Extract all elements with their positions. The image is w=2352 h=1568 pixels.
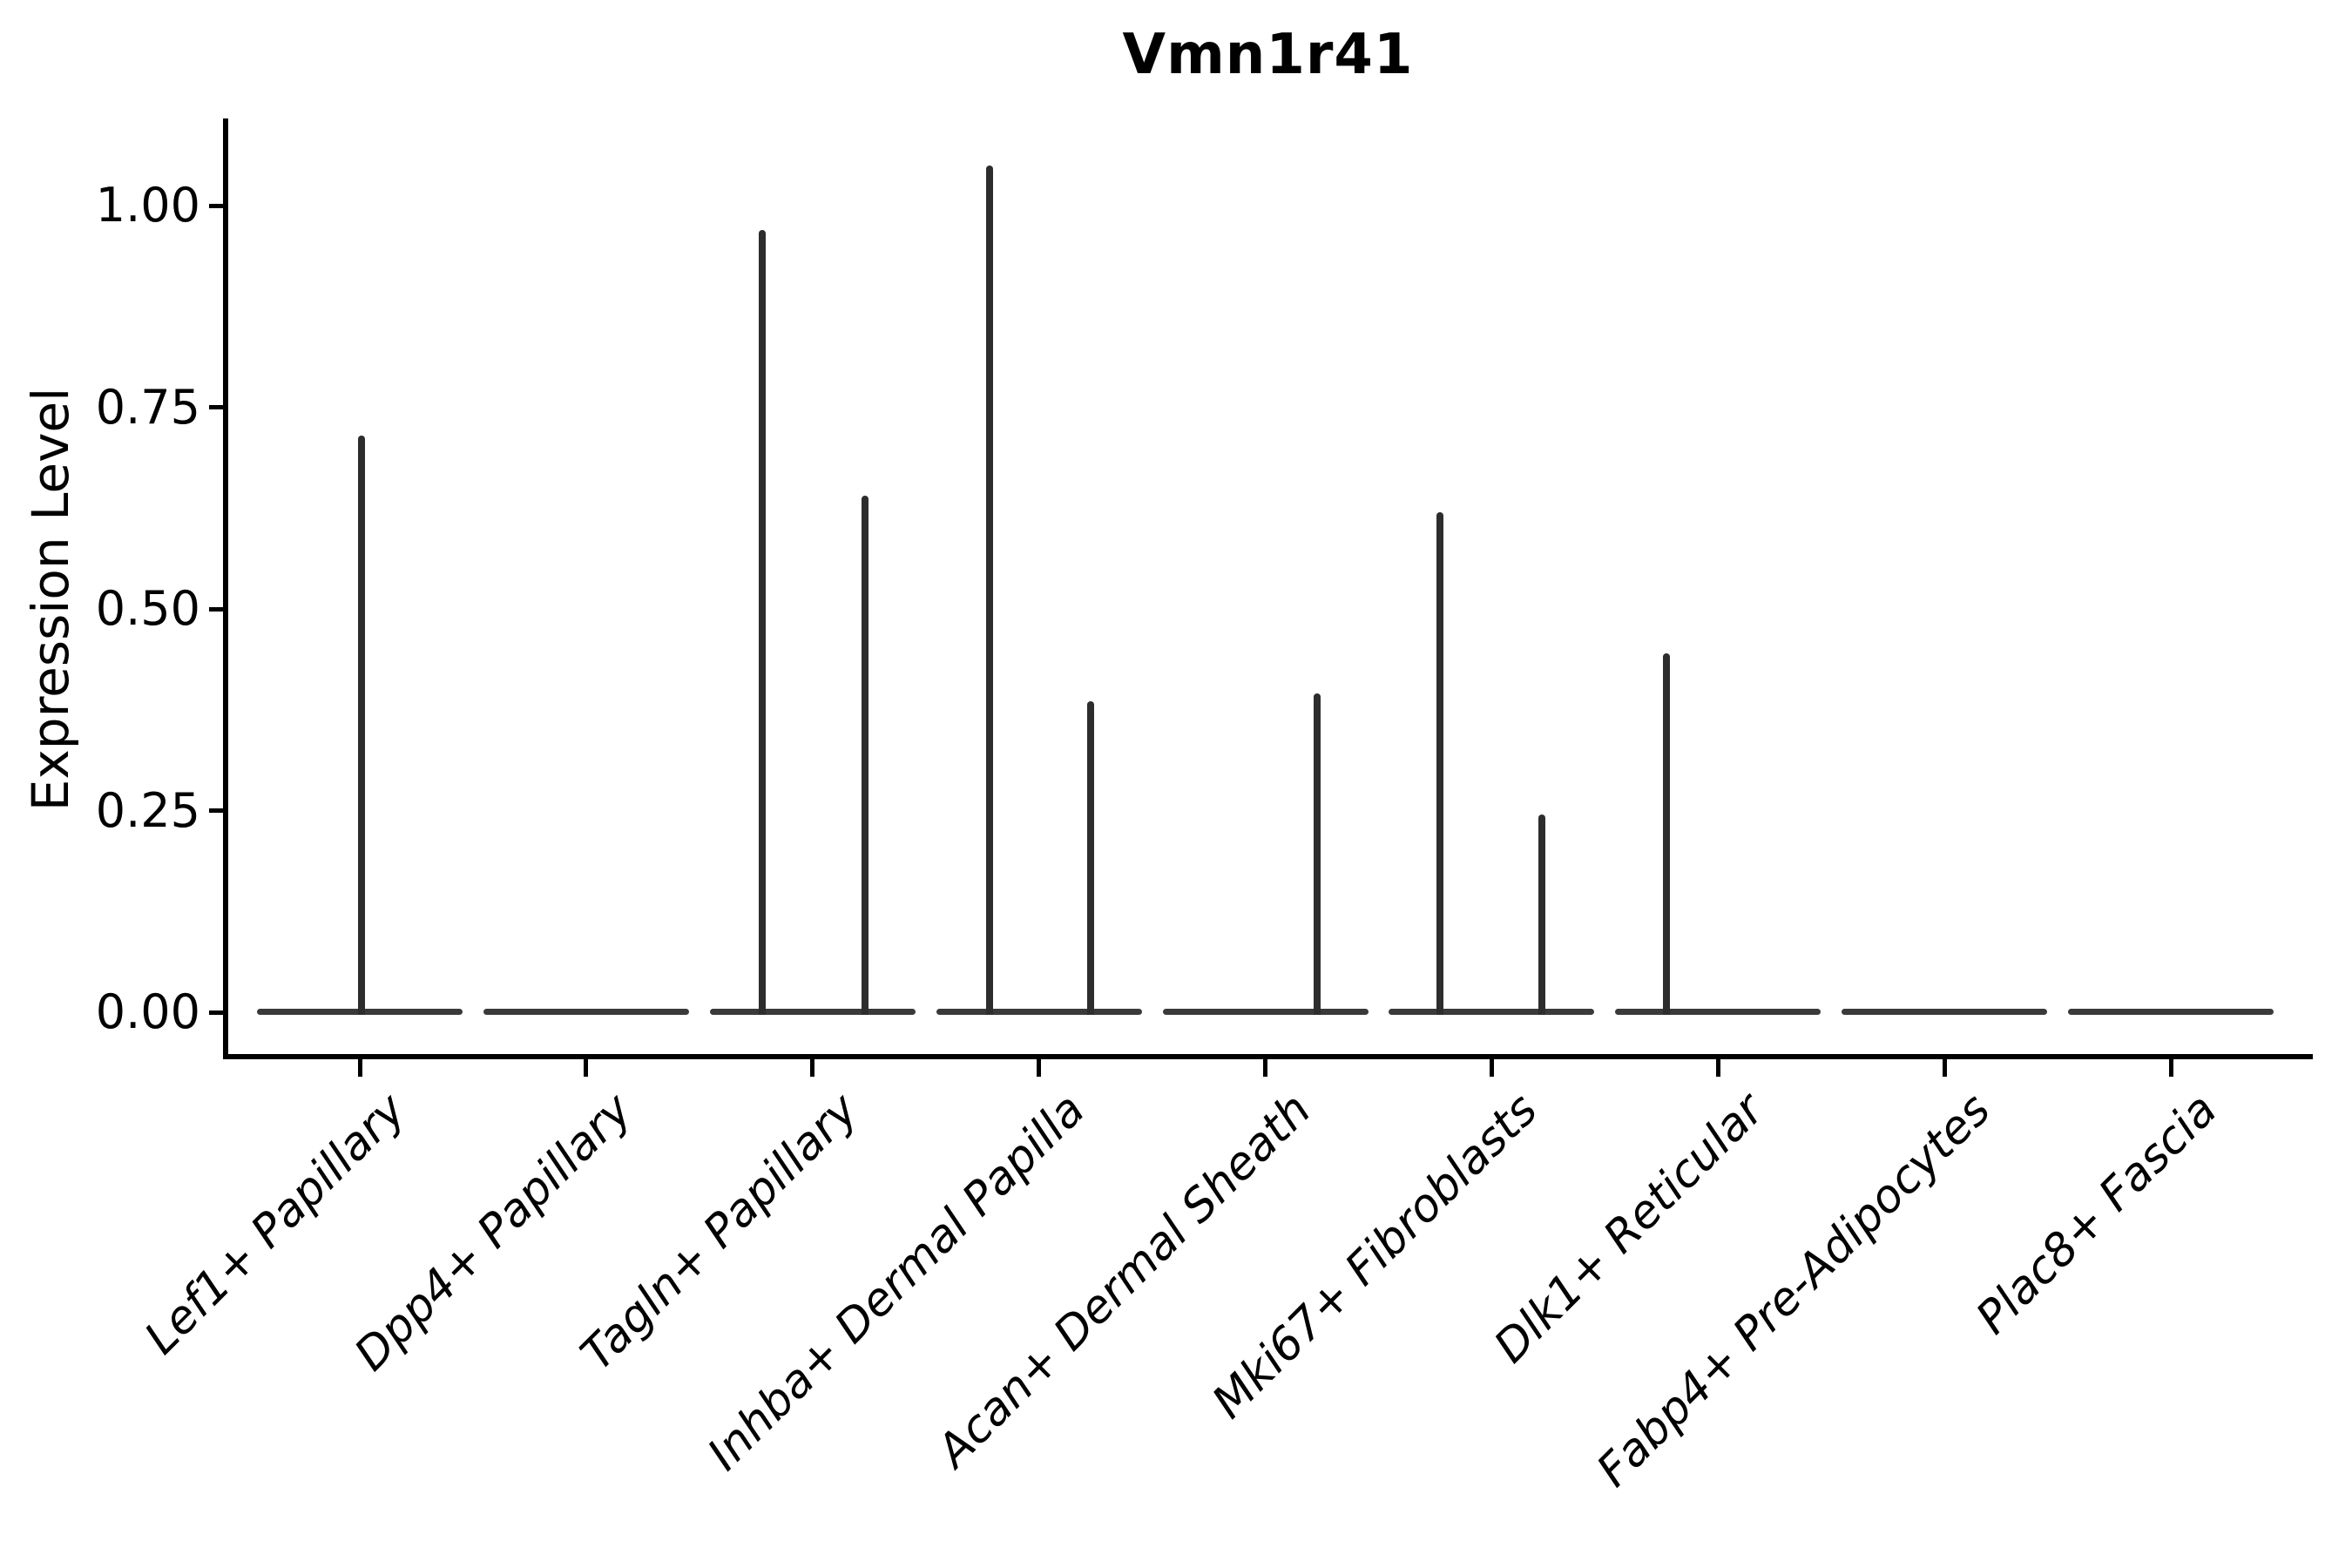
violin-spike (861, 496, 868, 1015)
violin-baseline (2068, 1009, 2274, 1015)
violin-spike (1313, 693, 1321, 1015)
x-tick-mark (1037, 1059, 1042, 1077)
y-tick-mark (209, 808, 225, 813)
y-tick-mark (209, 203, 225, 208)
x-tick-mark (1942, 1059, 1947, 1077)
violin-baseline (1162, 1009, 1369, 1015)
y-axis-spine (223, 118, 228, 1059)
y-tick-mark (209, 606, 225, 612)
y-tick-label: 1.00 (95, 178, 200, 233)
x-tick-label: Fabp4+ Pre-Adipocytes (1586, 1084, 2001, 1497)
y-tick-mark (209, 1010, 225, 1015)
x-tick-label: Acan+ Dermal Sheath (927, 1084, 1321, 1477)
violin-baseline (709, 1009, 916, 1015)
x-axis-spine (223, 1054, 2313, 1059)
violin-spike (1086, 701, 1094, 1015)
violin-baseline (1615, 1009, 1821, 1015)
y-tick-label: 0.00 (95, 984, 200, 1039)
plot-title: Vmn1r41 (1122, 23, 1414, 87)
violin-baseline (1389, 1009, 1595, 1015)
x-tick-mark (584, 1059, 589, 1077)
x-tick-mark (1263, 1059, 1267, 1077)
x-tick-label: Plac8+ Fascia (1966, 1084, 2227, 1345)
y-tick-label: 0.25 (95, 782, 200, 838)
violin-spike (985, 165, 993, 1015)
x-tick-label: Inhba+ Dermal Papilla (698, 1084, 1096, 1481)
violin-baseline (936, 1009, 1142, 1015)
violin-spike (758, 229, 766, 1015)
violin-baseline (1842, 1009, 2048, 1015)
violin-spike (1663, 652, 1671, 1015)
y-tick-mark (209, 405, 225, 409)
y-tick-label: 0.50 (95, 581, 200, 636)
violin-baseline (483, 1009, 689, 1015)
violin-spike (1436, 511, 1444, 1015)
x-tick-mark (2168, 1059, 2173, 1077)
x-tick-mark (357, 1059, 362, 1077)
y-tick-label: 0.75 (95, 379, 200, 435)
x-tick-mark (1715, 1059, 1720, 1077)
x-tick-mark (1489, 1059, 1494, 1077)
x-tick-mark (810, 1059, 815, 1077)
violin-spike (358, 435, 365, 1015)
violin-spike (1538, 814, 1546, 1015)
